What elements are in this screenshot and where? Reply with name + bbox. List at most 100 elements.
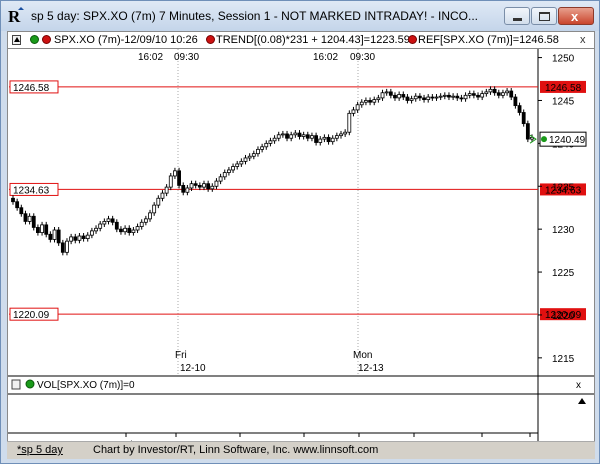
candle-body[interactable] bbox=[272, 137, 277, 142]
candle-body[interactable] bbox=[359, 101, 364, 106]
candle-body[interactable] bbox=[243, 157, 248, 162]
candle-body[interactable] bbox=[185, 187, 190, 193]
maximize-button[interactable] bbox=[531, 7, 557, 25]
candle-body[interactable] bbox=[289, 134, 294, 139]
volume-status-dot-icon[interactable] bbox=[25, 379, 35, 389]
candle-body[interactable] bbox=[509, 90, 514, 98]
candle-body[interactable] bbox=[318, 138, 323, 143]
ref-color-dot-icon[interactable] bbox=[408, 35, 417, 44]
candle-body[interactable] bbox=[343, 131, 348, 135]
candle-body[interactable] bbox=[368, 100, 372, 103]
candle-body[interactable] bbox=[459, 97, 464, 100]
candle-body[interactable] bbox=[276, 134, 281, 139]
candle-body[interactable] bbox=[330, 137, 335, 143]
candle-body[interactable] bbox=[189, 183, 194, 189]
candle-body[interactable] bbox=[102, 221, 107, 225]
collapse-arrow-icon[interactable] bbox=[12, 35, 21, 45]
chart-tab[interactable]: *sp 5 day bbox=[17, 444, 63, 456]
candle-body[interactable] bbox=[463, 94, 468, 100]
candle-body[interactable] bbox=[517, 105, 522, 113]
candle-body[interactable] bbox=[202, 183, 206, 188]
candle-body[interactable] bbox=[48, 233, 53, 240]
candle-body[interactable] bbox=[280, 133, 285, 136]
candle-body[interactable] bbox=[372, 99, 377, 103]
candle-body[interactable] bbox=[239, 160, 244, 165]
candle-body[interactable] bbox=[505, 90, 509, 94]
candle-body[interactable] bbox=[264, 142, 269, 148]
trend-label[interactable]: TREND[(0.08)*231 + 1204.43]=1223.59 bbox=[216, 34, 410, 46]
candle-body[interactable] bbox=[467, 93, 472, 96]
candle-body[interactable] bbox=[31, 215, 36, 228]
candle-body[interactable] bbox=[143, 218, 148, 223]
candle-body[interactable] bbox=[52, 229, 57, 240]
candle-body[interactable] bbox=[60, 242, 65, 253]
candle-body[interactable] bbox=[98, 223, 103, 229]
candle-body[interactable] bbox=[405, 96, 410, 101]
candle-body[interactable] bbox=[114, 221, 119, 230]
candle-body[interactable] bbox=[139, 221, 144, 227]
price-chart[interactable]: 1246.58 1246.58 1234.63 1234.63 1220.09 1220.… bbox=[8, 49, 594, 459]
candle-body[interactable] bbox=[123, 227, 128, 233]
candle-body[interactable] bbox=[339, 133, 343, 137]
volume-collapse-icon[interactable] bbox=[11, 379, 21, 390]
volume-close-icon[interactable]: x bbox=[576, 380, 581, 391]
candle-body[interactable] bbox=[15, 201, 20, 209]
candle-body[interactable] bbox=[355, 104, 360, 111]
candle-body[interactable] bbox=[235, 163, 240, 167]
candle-body[interactable] bbox=[480, 93, 485, 98]
candle-body[interactable] bbox=[297, 132, 302, 137]
candle-body[interactable] bbox=[173, 170, 177, 177]
candle-body[interactable] bbox=[152, 204, 157, 214]
candle-body[interactable] bbox=[206, 183, 211, 190]
candle-body[interactable] bbox=[69, 236, 74, 242]
candle-body[interactable] bbox=[218, 176, 223, 182]
candle-body[interactable] bbox=[65, 240, 69, 253]
candle-body[interactable] bbox=[393, 94, 397, 99]
candle-body[interactable] bbox=[430, 96, 435, 99]
candle-body[interactable] bbox=[260, 146, 265, 150]
candle-body[interactable] bbox=[40, 224, 44, 233]
candle-body[interactable] bbox=[231, 166, 235, 171]
candle-body[interactable] bbox=[364, 100, 368, 103]
candle-body[interactable] bbox=[501, 92, 505, 96]
scroll-up-arrow-icon[interactable] bbox=[578, 398, 586, 404]
series-status-dot-icon[interactable] bbox=[30, 35, 39, 44]
candle-body[interactable] bbox=[409, 98, 414, 101]
candle-body[interactable] bbox=[521, 112, 526, 125]
trend-color-dot-icon[interactable] bbox=[206, 35, 215, 44]
candle-body[interactable] bbox=[422, 97, 426, 101]
candle-body[interactable] bbox=[496, 92, 501, 96]
candle-body[interactable] bbox=[513, 96, 518, 107]
candle-body[interactable] bbox=[214, 180, 219, 187]
candle-body[interactable] bbox=[484, 91, 489, 95]
candle-body[interactable] bbox=[156, 197, 161, 206]
candle-body[interactable] bbox=[305, 134, 310, 139]
candle-body[interactable] bbox=[488, 88, 493, 93]
candle-body[interactable] bbox=[285, 133, 289, 139]
candle-body[interactable] bbox=[438, 95, 443, 98]
candle-body[interactable] bbox=[148, 212, 152, 220]
candle-body[interactable] bbox=[492, 88, 497, 94]
candle-body[interactable] bbox=[434, 96, 439, 99]
candle-body[interactable] bbox=[376, 97, 381, 101]
candle-body[interactable] bbox=[127, 227, 132, 233]
candle-body[interactable] bbox=[44, 224, 49, 235]
candle-body[interactable] bbox=[85, 234, 90, 239]
candle-body[interactable] bbox=[293, 132, 298, 136]
candle-body[interactable] bbox=[222, 172, 227, 178]
candle-body[interactable] bbox=[442, 94, 447, 97]
candle-body[interactable] bbox=[326, 136, 331, 143]
candle-body[interactable] bbox=[210, 185, 215, 190]
candle-body[interactable] bbox=[397, 94, 402, 99]
candle-body[interactable] bbox=[451, 95, 456, 98]
candle-body[interactable] bbox=[401, 94, 406, 98]
ref-label[interactable]: REF[SPX.XO (7m)]=1246.58 bbox=[418, 34, 559, 46]
candle-body[interactable] bbox=[77, 235, 82, 241]
candle-body[interactable] bbox=[181, 185, 186, 193]
candle-body[interactable] bbox=[525, 123, 530, 140]
candle-body[interactable] bbox=[89, 230, 94, 236]
candle-body[interactable] bbox=[413, 95, 418, 100]
candle-body[interactable] bbox=[384, 91, 389, 94]
candle-body[interactable] bbox=[301, 134, 306, 137]
series-color-dot-icon[interactable] bbox=[42, 35, 51, 44]
